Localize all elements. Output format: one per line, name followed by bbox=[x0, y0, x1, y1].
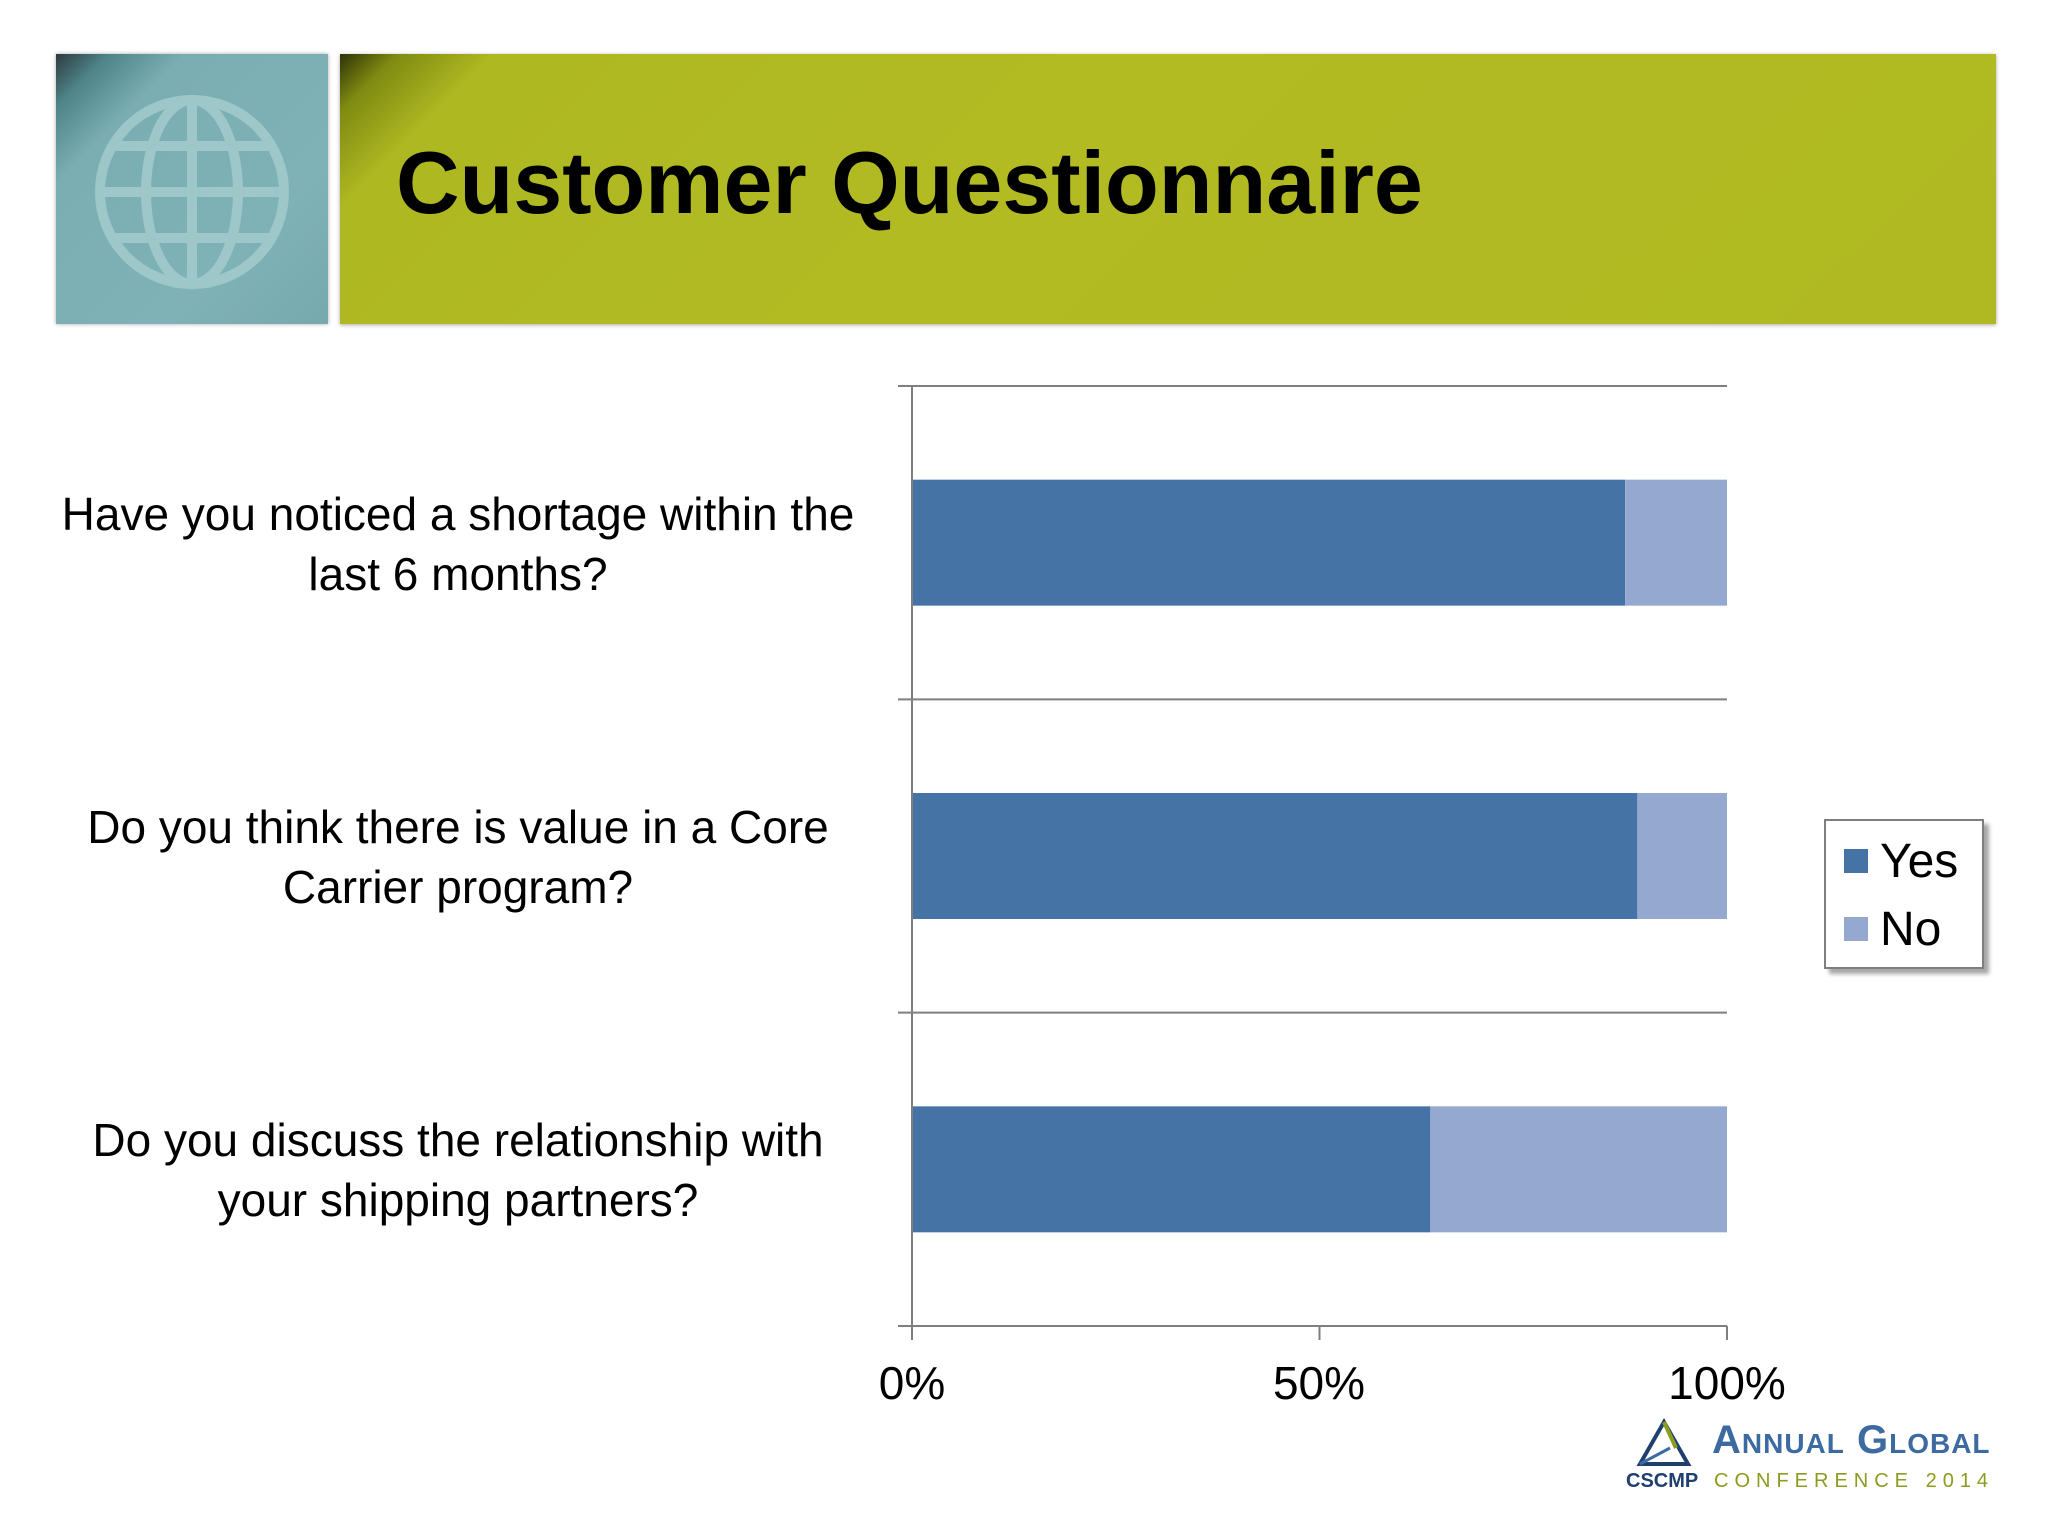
legend-item-no: No bbox=[1844, 899, 1941, 959]
organization-name: CSCMP bbox=[1626, 1470, 1699, 1492]
category-label-shortage: Have you noticed a shortage within the l… bbox=[61, 488, 855, 600]
bar-yes-0 bbox=[912, 479, 1626, 606]
triangle-logo-icon bbox=[1636, 1418, 1692, 1466]
page-title: Customer Questionnaire bbox=[396, 133, 1423, 232]
x-tick-0: 0% bbox=[878, 1357, 946, 1409]
conference-name: Annual Global bbox=[1712, 1418, 1991, 1462]
bar-no-1 bbox=[1637, 793, 1727, 919]
x-tick-50: 50% bbox=[1272, 1357, 1366, 1409]
globe-logo-tile bbox=[56, 54, 328, 324]
legend-swatch-no bbox=[1844, 917, 1868, 941]
conference-subtitle: CONFERENCE 2014 bbox=[1714, 1470, 1995, 1492]
bar-yes-2 bbox=[912, 1106, 1431, 1233]
globe-icon bbox=[95, 95, 289, 289]
conference-logo: Annual Global CSCMP CONFERENCE 2014 bbox=[1626, 1418, 2006, 1506]
category-label-core-carrier: Do you think there is value in a Core Ca… bbox=[87, 801, 829, 913]
category-label-relationship: Do you discuss the relationship with you… bbox=[92, 1114, 824, 1226]
legend-item-yes: Yes bbox=[1844, 831, 1958, 891]
bar-yes-1 bbox=[912, 793, 1638, 919]
bar-no-2 bbox=[1430, 1106, 1727, 1233]
legend-label-no: No bbox=[1880, 902, 1942, 956]
legend-swatch-yes bbox=[1844, 849, 1868, 873]
title-band bbox=[340, 54, 1996, 324]
legend-label-yes: Yes bbox=[1880, 834, 1959, 888]
bar-no-0 bbox=[1625, 479, 1727, 606]
chart-legend: Yes No bbox=[1824, 819, 1984, 969]
x-tick-100: 100% bbox=[1668, 1357, 1786, 1409]
